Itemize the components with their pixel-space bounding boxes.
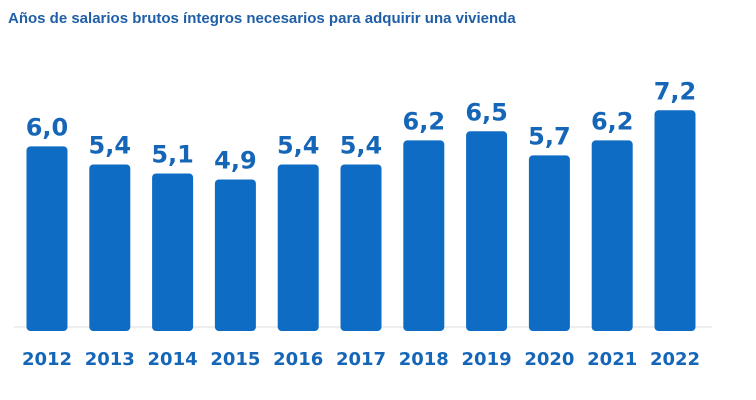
value-label-2018: 6,2: [403, 107, 446, 135]
value-label-2020: 5,7: [528, 122, 571, 150]
bar-2017: [340, 164, 382, 331]
bar-2022: [654, 110, 696, 331]
value-labels-group: 6,0 5,4 5,1 4,9 5,4 5,4 6,2 6,5 5,7 6,2 7,2: [26, 77, 697, 174]
x-tick-label-2013: 2013: [85, 349, 135, 370]
value-label-2022: 7,2: [654, 77, 697, 105]
value-label-2016: 5,4: [277, 132, 320, 160]
chart-title: Años de salarios brutos íntegros necesar…: [8, 10, 516, 27]
bar-2021: [591, 140, 633, 331]
bar-2016: [277, 164, 319, 331]
value-label-2015: 4,9: [214, 147, 257, 175]
x-tick-label-2014: 2014: [148, 349, 198, 370]
value-label-2019: 6,5: [465, 98, 508, 126]
bar-2013: [89, 164, 131, 331]
bar-2012: [26, 146, 68, 331]
value-label-2012: 6,0: [26, 113, 69, 141]
bars-group: [26, 110, 696, 331]
x-tick-label-2015: 2015: [210, 349, 260, 370]
bar-2018: [403, 140, 445, 331]
value-label-2013: 5,4: [89, 132, 132, 160]
x-tick-label-2012: 2012: [22, 349, 72, 370]
x-tick-label-2016: 2016: [273, 349, 323, 370]
x-tick-label-2021: 2021: [587, 349, 637, 370]
x-tick-label-2020: 2020: [524, 349, 574, 370]
x-tick-label-2019: 2019: [462, 349, 512, 370]
bar-2014: [152, 173, 194, 331]
value-label-2017: 5,4: [340, 132, 383, 160]
bar-2015: [214, 179, 256, 331]
x-tick-label-2022: 2022: [650, 349, 700, 370]
x-tick-label-2018: 2018: [399, 349, 449, 370]
bar-2020: [528, 155, 570, 331]
bar-2019: [466, 131, 508, 331]
x-tick-label-2017: 2017: [336, 349, 386, 370]
value-label-2021: 6,2: [591, 107, 634, 135]
x-tick-labels-group: 2012 2013 2014 2015 2016 2017 2018 2019 2020 2021…: [22, 349, 700, 370]
value-label-2014: 5,1: [151, 141, 194, 169]
